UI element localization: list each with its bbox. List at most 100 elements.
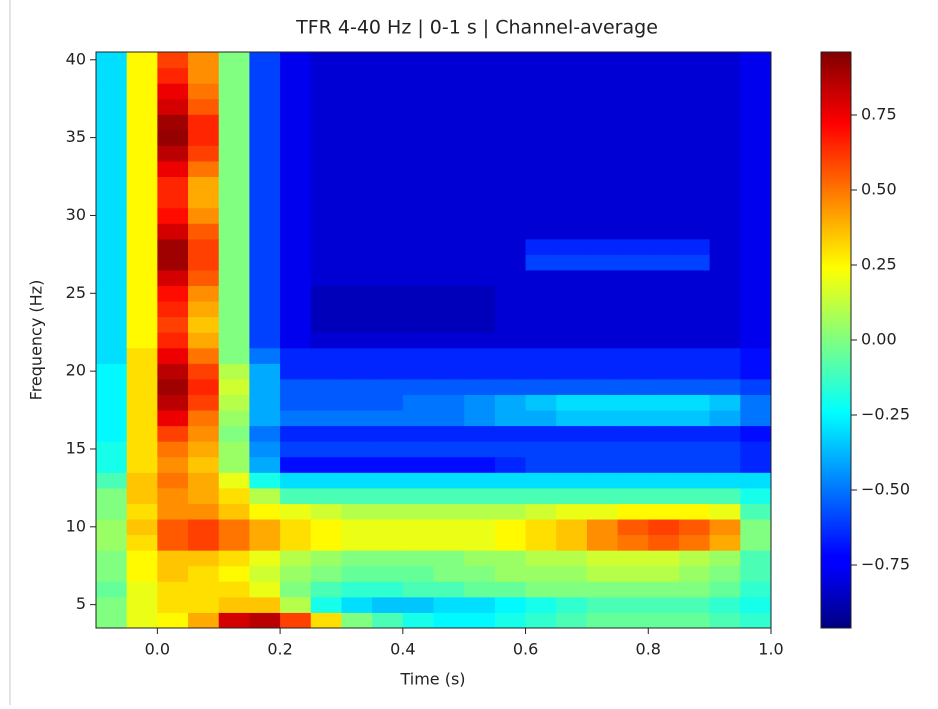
heatmap-cell	[556, 316, 588, 333]
heatmap-cell	[157, 192, 189, 209]
heatmap-cell	[218, 160, 250, 178]
heatmap-cell	[157, 52, 189, 69]
heatmap-cell	[433, 269, 465, 287]
heatmap-cell	[525, 316, 557, 333]
heatmap-cell	[678, 223, 711, 240]
heatmap-cell	[218, 223, 250, 240]
heatmap-cell	[157, 534, 189, 551]
heatmap-cell	[188, 410, 220, 427]
heatmap-cell	[341, 52, 373, 69]
x-tick-label: 0.2	[267, 640, 292, 659]
heatmap-cell	[280, 207, 312, 224]
heatmap-cell	[218, 285, 250, 302]
heatmap-cell	[249, 456, 281, 473]
heatmap-cell	[464, 114, 496, 131]
heatmap-cell	[525, 441, 557, 458]
heatmap-cell	[464, 160, 496, 178]
heatmap-cell	[188, 581, 220, 598]
heatmap-cell	[188, 612, 220, 629]
heatmap-cell	[494, 487, 527, 504]
heatmap-cell	[709, 519, 741, 536]
heatmap	[96, 52, 772, 629]
heatmap-cell	[709, 223, 741, 240]
heatmap-cell	[188, 519, 220, 536]
heatmap-cell	[433, 52, 465, 69]
heatmap-cell	[709, 285, 741, 302]
heatmap-cell	[556, 565, 588, 582]
heatmap-cell	[525, 550, 557, 567]
heatmap-cell	[494, 238, 527, 255]
heatmap-cell	[96, 301, 128, 318]
heatmap-cell	[740, 534, 772, 551]
heatmap-cell	[586, 301, 619, 318]
heatmap-cell	[310, 332, 342, 349]
heatmap-cell	[310, 441, 342, 458]
heatmap-cell	[218, 425, 250, 442]
heatmap-cell	[249, 176, 281, 193]
heatmap-cell	[494, 472, 527, 489]
heatmap-cell	[372, 394, 404, 411]
heatmap-cell	[464, 316, 496, 333]
heatmap-cell	[188, 394, 220, 411]
heatmap-cell	[525, 160, 557, 178]
heatmap-cell	[249, 52, 281, 69]
heatmap-cell	[372, 347, 404, 364]
heatmap-cell	[617, 160, 649, 178]
heatmap-cell	[188, 223, 220, 240]
colorbar-tick-label: 0.50	[861, 180, 897, 199]
heatmap-cell	[96, 534, 128, 551]
heatmap-cell	[249, 410, 281, 427]
heatmap-cell	[341, 114, 373, 131]
heatmap-cell	[249, 285, 281, 302]
heatmap-cell	[648, 192, 680, 209]
heatmap-cell	[709, 332, 741, 349]
heatmap-cell	[310, 52, 342, 69]
heatmap-cell	[433, 394, 465, 411]
heatmap-cell	[96, 83, 128, 100]
heatmap-cell	[280, 487, 312, 504]
heatmap-cell	[126, 52, 158, 69]
heatmap-cell	[341, 67, 373, 84]
heatmap-cell	[678, 114, 711, 131]
heatmap-cell	[157, 223, 189, 240]
heatmap-cell	[310, 534, 342, 551]
heatmap-cell	[96, 98, 128, 115]
heatmap-cell	[126, 98, 158, 115]
heatmap-cell	[96, 238, 128, 255]
heatmap-cell	[678, 176, 711, 193]
heatmap-cell	[648, 207, 680, 224]
heatmap-cell	[188, 269, 220, 287]
heatmap-cell	[249, 534, 281, 551]
heatmap-cell	[126, 347, 158, 364]
heatmap-cell	[310, 519, 342, 536]
heatmap-cell	[218, 129, 250, 146]
heatmap-cell	[96, 176, 128, 193]
heatmap-cell	[648, 238, 680, 255]
heatmap-cell	[464, 129, 496, 146]
heatmap-cell	[617, 332, 649, 349]
heatmap-cell	[617, 472, 649, 489]
heatmap-cell	[310, 67, 342, 84]
heatmap-cell	[310, 550, 342, 567]
heatmap-cell	[556, 425, 588, 442]
heatmap-cell	[126, 223, 158, 240]
heatmap-cell	[740, 98, 772, 115]
heatmap-cell	[341, 425, 373, 442]
heatmap-cell	[310, 301, 342, 318]
heatmap-cell	[126, 550, 158, 567]
heatmap-cell	[556, 83, 588, 100]
heatmap-cell	[586, 285, 619, 302]
heatmap-cell	[433, 129, 465, 146]
heatmap-cell	[157, 596, 189, 613]
heatmap-cell	[556, 192, 588, 209]
heatmap-cell	[740, 410, 772, 427]
heatmap-cell	[494, 378, 527, 395]
heatmap-cell	[494, 503, 527, 520]
heatmap-cell	[157, 456, 189, 473]
heatmap-cell	[617, 238, 649, 255]
heatmap-cell	[494, 456, 527, 473]
heatmap-cell	[709, 503, 741, 520]
heatmap-cell	[310, 316, 342, 333]
heatmap-cell	[96, 363, 128, 380]
heatmap-cell	[648, 534, 680, 551]
